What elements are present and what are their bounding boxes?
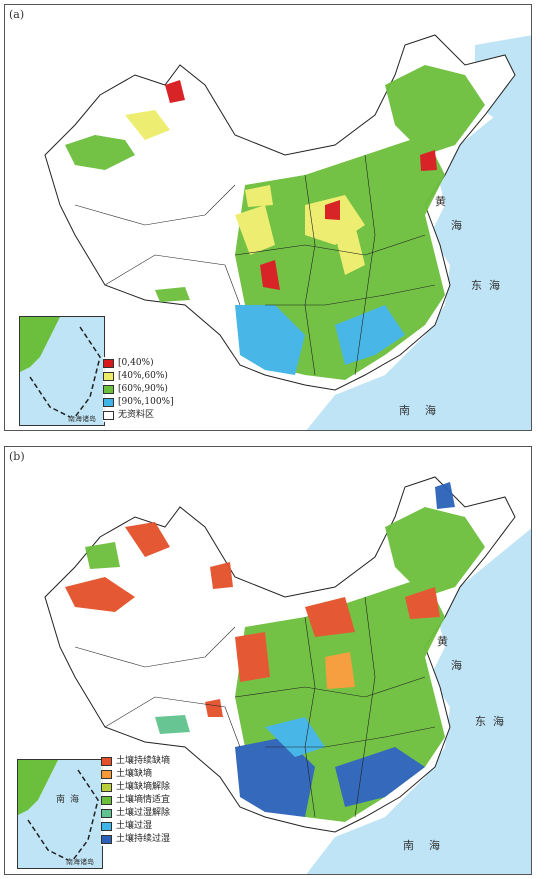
legend-label: 土壤持续过湿 xyxy=(116,834,171,844)
legend-item: 土壤缺墒 xyxy=(101,768,170,781)
legend-swatch xyxy=(103,372,114,381)
sea-label: 东 xyxy=(471,279,482,292)
province-borders xyxy=(74,154,436,376)
inset-sea-label: 南 xyxy=(56,795,66,805)
legend-label: 土壤墒情适宜 xyxy=(116,795,171,805)
legend-swatch xyxy=(101,796,112,805)
moisture-regions xyxy=(65,482,485,822)
inset-label: 南海诸岛 xyxy=(68,415,96,423)
legend-swatch xyxy=(101,835,112,844)
legend-item: 土壤持续缺墒 xyxy=(101,755,170,768)
south-china-sea-inset: 南 海 南海诸岛 xyxy=(17,759,103,869)
south-china-sea-inset: 南海诸岛 xyxy=(19,316,105,426)
map-panel-a: (a) 黄 海 东 海 南 海 南海诸岛 [0,40%) [40%,60%) [60… xyxy=(4,4,532,431)
legend-item: [0,40%) xyxy=(103,357,174,370)
legend-item: 土壤缺墒解除 xyxy=(101,781,170,794)
legend-a: [0,40%) [40%,60%) [60%,90%) [90%,100%] 无资料区 xyxy=(103,357,174,422)
panel-label: (b) xyxy=(9,450,25,463)
legend-swatch xyxy=(101,809,112,818)
legend-swatch xyxy=(101,770,112,779)
sea-label: 南 xyxy=(403,839,414,852)
legend-label: 土壤持续缺墒 xyxy=(116,756,171,766)
legend-label: [0,40%) xyxy=(118,358,154,368)
sea-label: 东 xyxy=(475,715,486,728)
legend-swatch xyxy=(103,385,114,394)
legend-swatch xyxy=(101,822,112,831)
panel-label: (a) xyxy=(9,8,25,21)
china-soil-moisture-map-a xyxy=(44,34,531,430)
sea-label: 海 xyxy=(451,659,462,672)
legend-label: [60%,90%) xyxy=(118,384,168,394)
legend-swatch xyxy=(101,757,112,766)
legend-label: 无资料区 xyxy=(118,410,155,420)
sea-label: 黄 xyxy=(437,635,448,648)
inset-sea-label: 海 xyxy=(70,795,80,805)
legend-swatch xyxy=(101,783,112,792)
legend-item: 土壤过湿 xyxy=(101,820,170,833)
sea-label: 海 xyxy=(425,404,436,417)
province-borders xyxy=(74,596,436,818)
legend-b: 土壤持续缺墒 土壤缺墒土壤缺墒解除 土壤墒情适宜 土壤过湿解除 土壤过湿土壤持续过湿 xyxy=(101,755,171,846)
legend-item: [40%,60%) xyxy=(103,370,174,383)
legend-item: 土壤持续过湿 xyxy=(101,833,170,846)
legend-swatch xyxy=(103,411,114,420)
legend-label: 土壤缺墒 xyxy=(116,769,153,779)
legend-item: [90%,100%] xyxy=(103,396,174,409)
sea-label: 海 xyxy=(451,219,462,232)
sea-label: 海 xyxy=(493,715,504,728)
legend-swatch xyxy=(103,359,114,368)
china-soil-moisture-map-b xyxy=(44,476,531,874)
moisture-regions xyxy=(65,65,485,380)
legend-item: 土壤墒情适宜 xyxy=(101,794,170,807)
legend-label: 土壤过湿 xyxy=(116,821,153,831)
legend-item: 无资料区 xyxy=(103,409,174,422)
sea-label: 海 xyxy=(429,839,440,852)
sea-label: 海 xyxy=(489,279,500,292)
sea-label: 南 xyxy=(399,404,410,417)
map-panel-b: (b) 黄 海 东 海 南 海 南 海 南海诸岛 土壤持续缺墒 土壤缺墒土壤缺墒解… xyxy=(4,446,532,875)
legend-swatch xyxy=(103,398,114,407)
inset-label: 南海诸岛 xyxy=(66,858,94,866)
legend-item: [60%,90%) xyxy=(103,383,174,396)
sea-label: 黄 xyxy=(435,195,446,208)
legend-label: 土壤缺墒解除 xyxy=(116,782,171,792)
legend-label: [40%,60%) xyxy=(118,371,168,381)
legend-item: 土壤过湿解除 xyxy=(101,807,170,820)
legend-label: 土壤过湿解除 xyxy=(116,808,171,818)
legend-label: [90%,100%] xyxy=(118,397,174,407)
